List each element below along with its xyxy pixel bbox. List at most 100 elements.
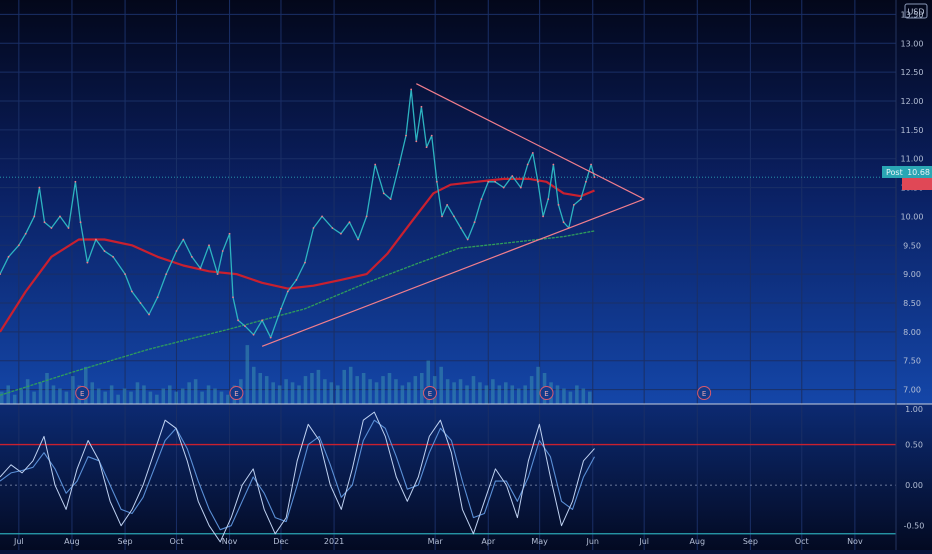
price-point (511, 175, 514, 177)
volume-bar (200, 391, 204, 404)
volume-bar (387, 373, 392, 404)
volume-bar (394, 379, 398, 404)
earnings-event[interactable]: E (75, 386, 90, 400)
volume-bar (420, 373, 424, 404)
volume-bar (510, 385, 515, 404)
time-tick-label: Aug (689, 537, 705, 546)
volume-bar (355, 376, 359, 404)
price-point (59, 215, 61, 218)
price-line-layer (0, 88, 596, 339)
oscillator-tick-label: 0.00 (905, 481, 923, 490)
volume-bar (226, 394, 230, 404)
volume-bar (206, 385, 211, 404)
time-axis[interactable]: Jul Aug Sep Oct Nov Dec 2021 Mar Apr May Jun Jul Aug… (13, 537, 863, 546)
earnings-event[interactable]: E (423, 386, 438, 400)
price-point (86, 261, 89, 264)
volume-bar (271, 382, 275, 404)
volume-bar (458, 379, 463, 404)
earnings-marker-label: E (80, 390, 84, 398)
post-badge-value: 10.68 (907, 168, 930, 177)
volume-bar (103, 391, 107, 404)
post-market-price-badge[interactable]: Post 10.68 (882, 166, 932, 178)
price-point (389, 198, 392, 201)
price-point (374, 163, 377, 166)
earnings-event[interactable]: E (697, 386, 712, 400)
oscillator-tick-label: 1.00 (905, 405, 923, 414)
oscillator-main-line (0, 411, 595, 543)
price-line (0, 88, 596, 339)
currency-badge[interactable]: USD (904, 3, 928, 19)
price-point (579, 198, 582, 201)
volume-bar (19, 388, 23, 404)
volume-bar (64, 391, 69, 404)
price-tick-label: 13.50 (901, 10, 924, 19)
time-tick-label: Mar (428, 537, 444, 546)
price-point (95, 238, 97, 241)
price-tick-label: 11.50 (901, 126, 924, 135)
volume-bar (581, 388, 586, 404)
price-point (562, 221, 565, 224)
time-tick-label: May (531, 537, 548, 546)
price-point (199, 267, 202, 270)
volume-bar (180, 388, 185, 404)
time-tick-label: Jul (638, 537, 649, 546)
volume-bar (445, 379, 450, 404)
volume-bar (491, 379, 495, 404)
price-point (38, 186, 41, 189)
price-point (573, 203, 575, 206)
volume-bar (316, 369, 321, 404)
price-point (473, 221, 476, 224)
price-point (405, 134, 407, 137)
volume-bar (568, 391, 573, 404)
volume-bar (381, 376, 385, 404)
earnings-marker-label: E (544, 390, 548, 398)
earnings-event[interactable]: E (539, 386, 554, 400)
time-tick-label: Sep (118, 537, 133, 546)
oscillator-axis[interactable]: 1.00 0.50 0.00 -0.50 (904, 405, 925, 531)
price-point (340, 232, 342, 235)
price-point (124, 273, 126, 276)
volume-bar (148, 391, 153, 404)
volume-bar (264, 376, 269, 404)
price-point (280, 307, 282, 310)
price-point (425, 146, 428, 149)
volume-bar (38, 382, 43, 404)
price-point (430, 134, 433, 137)
price-point (590, 163, 592, 166)
volume-bar (303, 376, 308, 404)
earnings-marker-label: E (702, 390, 706, 398)
price-point (459, 227, 462, 229)
lower-trendline[interactable] (261, 198, 645, 347)
price-point (0, 273, 1, 276)
volume-bar (497, 385, 502, 404)
volume-bar (51, 385, 56, 404)
price-point (216, 273, 219, 276)
volume-bar (84, 366, 88, 404)
price-point (435, 180, 438, 183)
triangle-trendlines[interactable] (261, 83, 645, 347)
price-point (480, 198, 483, 201)
last-price-badge[interactable] (902, 178, 932, 190)
volume-bar (25, 379, 30, 404)
volume-bar (96, 388, 101, 404)
earnings-marker-label: E (234, 390, 238, 398)
price-point (50, 227, 53, 229)
volume-bar (368, 379, 372, 404)
earnings-event[interactable]: E (229, 386, 244, 400)
volume-bar (290, 382, 295, 404)
price-point (398, 163, 401, 166)
price-point (7, 255, 10, 258)
volume-bar (504, 382, 508, 404)
time-tick-label: Aug (64, 537, 80, 546)
price-point (526, 163, 529, 166)
price-point (519, 186, 522, 189)
oscillator-pane-background (0, 404, 932, 550)
earnings-marker-label: E (428, 390, 432, 398)
upper-trendline[interactable] (416, 83, 645, 200)
price-point (112, 255, 114, 258)
price-point (33, 215, 36, 218)
volume-bar (361, 373, 366, 404)
